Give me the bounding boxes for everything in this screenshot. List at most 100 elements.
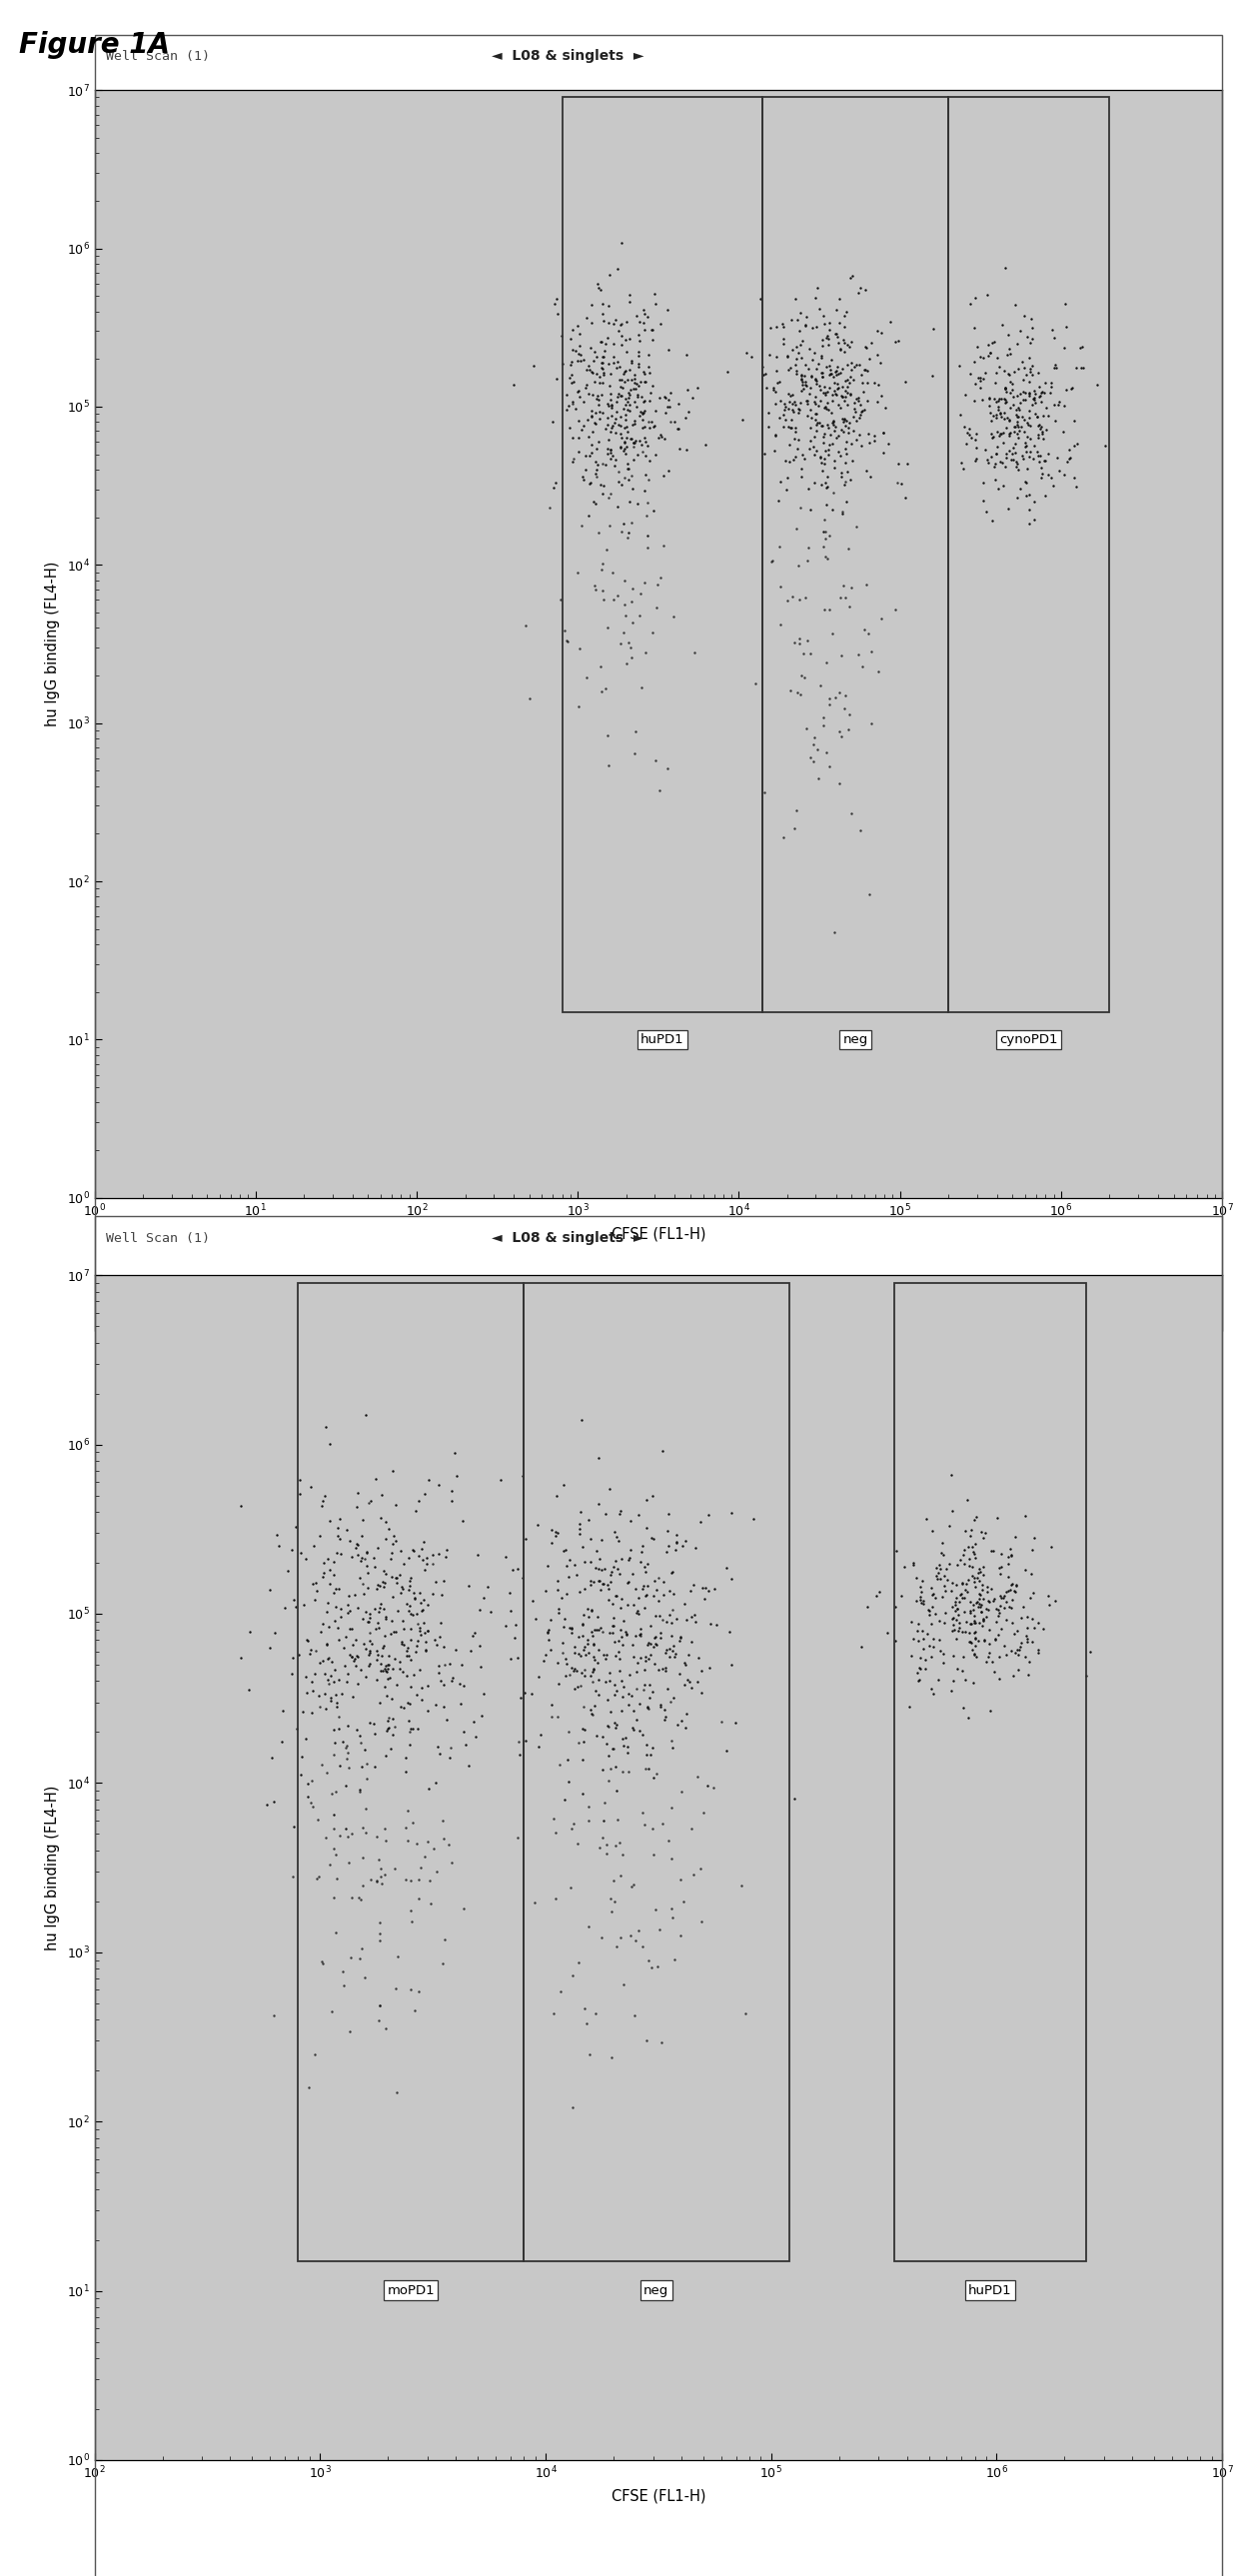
Point xyxy=(663,1625,683,1667)
Point xyxy=(843,397,863,438)
Point xyxy=(587,1597,607,1638)
Point xyxy=(856,348,876,389)
Point xyxy=(999,399,1019,440)
Point xyxy=(353,1564,373,1605)
Point xyxy=(402,1528,422,1569)
Point xyxy=(818,430,838,471)
Point xyxy=(620,368,640,410)
Point xyxy=(379,1636,399,1677)
Point xyxy=(600,505,620,546)
Point xyxy=(619,448,639,489)
Point xyxy=(813,513,833,554)
Point xyxy=(816,732,837,773)
Point xyxy=(354,1958,374,1999)
Point xyxy=(595,1783,615,1824)
Point xyxy=(325,1772,345,1814)
Point xyxy=(609,309,629,350)
Point xyxy=(988,1589,1008,1631)
Point xyxy=(950,1538,970,1579)
Point xyxy=(621,1865,641,1906)
Point xyxy=(1055,386,1075,428)
Point xyxy=(682,1808,702,1850)
Point xyxy=(602,551,622,592)
Point xyxy=(297,1762,318,1803)
Point xyxy=(600,255,620,296)
Point xyxy=(622,404,643,446)
Point xyxy=(655,1690,675,1731)
Y-axis label: hu IgG binding (FL4-H): hu IgG binding (FL4-H) xyxy=(44,562,59,726)
Point xyxy=(978,440,998,482)
Point xyxy=(334,1628,354,1669)
Point xyxy=(575,435,595,477)
Point xyxy=(771,603,791,644)
Point xyxy=(975,353,995,394)
Point xyxy=(961,1510,982,1551)
Bar xyxy=(299,1283,524,2262)
Point xyxy=(598,1705,619,1747)
Point xyxy=(1080,1631,1100,1672)
Point xyxy=(433,1625,454,1667)
Point xyxy=(365,1458,386,1499)
Point xyxy=(573,340,593,381)
Point xyxy=(433,1558,454,1600)
Point xyxy=(954,1577,974,1618)
Point xyxy=(611,314,631,355)
Point xyxy=(1019,350,1040,392)
Point xyxy=(422,1574,442,1615)
Point xyxy=(301,1759,321,1801)
Point xyxy=(348,1525,368,1566)
Point xyxy=(856,327,876,368)
Point xyxy=(595,667,615,708)
Point xyxy=(806,430,827,471)
Point xyxy=(354,1623,374,1664)
Point xyxy=(329,1816,349,1857)
Point xyxy=(388,1935,408,1976)
Point xyxy=(721,1643,741,1685)
Point xyxy=(325,1721,345,1762)
Point xyxy=(350,1649,370,1690)
Point xyxy=(625,1615,645,1656)
Point xyxy=(393,1687,413,1728)
Point xyxy=(664,1636,684,1677)
Point xyxy=(570,325,590,366)
Point xyxy=(819,301,839,343)
Point xyxy=(1007,402,1027,443)
Point xyxy=(816,466,837,507)
Point xyxy=(630,1710,650,1752)
Point xyxy=(1019,389,1040,430)
Point xyxy=(840,355,861,397)
Point xyxy=(814,371,834,412)
Point xyxy=(585,332,605,374)
Point xyxy=(340,1633,360,1674)
Point xyxy=(609,374,629,415)
Point xyxy=(341,1814,362,1855)
Point xyxy=(585,402,605,443)
Point xyxy=(339,1747,359,1788)
Point xyxy=(834,379,854,420)
Point xyxy=(1060,428,1080,469)
Point xyxy=(800,634,820,675)
Point xyxy=(990,392,1011,433)
Point xyxy=(815,345,835,386)
Point xyxy=(600,366,620,407)
Point xyxy=(1005,422,1026,464)
Point xyxy=(401,1607,421,1649)
Point xyxy=(347,1708,367,1749)
Point xyxy=(598,1736,619,1777)
Point xyxy=(970,1587,990,1628)
Point xyxy=(837,451,857,492)
Point xyxy=(994,392,1014,433)
Point xyxy=(966,1558,987,1600)
Point xyxy=(367,1862,387,1904)
Point xyxy=(355,1788,375,1829)
Point xyxy=(995,446,1016,487)
Point xyxy=(326,1533,346,1574)
Point xyxy=(370,1497,391,1538)
Point xyxy=(869,1571,890,1613)
Point xyxy=(563,438,583,479)
Point xyxy=(818,538,838,580)
Point xyxy=(408,1708,428,1749)
Point xyxy=(360,1481,381,1522)
Point xyxy=(1056,307,1076,348)
Point xyxy=(968,1551,988,1592)
